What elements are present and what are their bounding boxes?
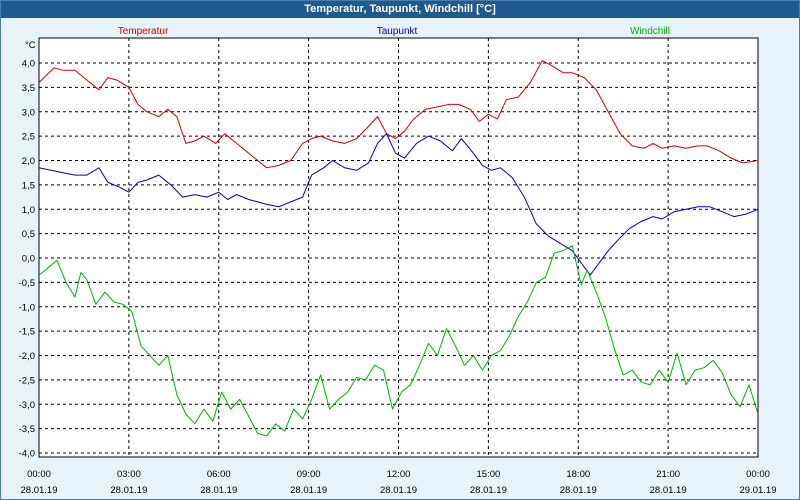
y-axis-ticks: 4,0 3,5 3,0 2,5 2,0 1,5 1,0 0,5 0,0 -0,5 -1,0 -1,5 -…	[19, 59, 35, 460]
x-tick-date: 28.01.19	[560, 485, 597, 496]
y-tick-label: 3,5	[22, 83, 35, 94]
legend: Temperatur Taupunkt Windchill	[118, 26, 670, 37]
legend-entry-windchill: Windchill	[630, 26, 670, 37]
x-tick-time: 03:00	[117, 469, 141, 480]
y-tick-label: -0,5	[19, 278, 35, 289]
y-tick-label: 0,0	[22, 254, 35, 265]
x-axis-ticks: 00:00 28.01.19 03:00 28.01.19 06:00 28.01.19 0…	[21, 469, 777, 496]
y-tick-label: 1,5	[22, 180, 35, 191]
x-tick-date: 28.01.19	[650, 485, 687, 496]
x-tick-time: 06:00	[207, 469, 231, 480]
x-tick-date: 28.01.19	[21, 485, 58, 496]
y-tick-label: 1,0	[22, 205, 35, 216]
series-line-temperatur	[38, 60, 759, 169]
y-tick-label: -4,0	[19, 449, 35, 460]
x-tick-date: 28.01.19	[380, 485, 417, 496]
y-tick-label: -1,5	[19, 327, 35, 338]
series-lines	[38, 60, 759, 437]
y-tick-label: 2,5	[22, 132, 35, 143]
series-line-windchill	[38, 245, 759, 437]
x-tick-time: 18:00	[566, 469, 590, 480]
x-tick-date: 28.01.19	[290, 485, 327, 496]
x-tick-time: 09:00	[297, 469, 321, 480]
x-tick-date: 29.01.19	[740, 485, 777, 496]
x-tick-date: 28.01.19	[470, 485, 507, 496]
y-tick-label: 4,0	[22, 59, 35, 70]
y-tick-label: 3,0	[22, 107, 35, 118]
y-tick-label: -2,0	[19, 351, 35, 362]
y-tick-label: -3,0	[19, 400, 35, 411]
series-line-taupunkt	[38, 133, 759, 276]
x-tick-time: 00:00	[746, 469, 770, 480]
x-tick-date: 28.01.19	[200, 485, 237, 496]
window-title: Temperatur, Taupunkt, Windchill [°C]	[1, 1, 799, 18]
x-tick-time: 21:00	[656, 469, 680, 480]
y-tick-label: -2,5	[19, 375, 35, 386]
grid-lines	[39, 38, 758, 457]
legend-entry-taupunkt: Taupunkt	[377, 26, 418, 37]
y-tick-label: -3,5	[19, 424, 35, 435]
y-tick-label: 2,0	[22, 156, 35, 167]
x-tick-time: 12:00	[387, 469, 411, 480]
y-tick-label: 0,5	[22, 229, 35, 240]
x-tick-time: 15:00	[476, 469, 500, 480]
x-tick-time: 00:00	[27, 469, 51, 480]
y-axis-unit-label: °C	[25, 40, 36, 51]
x-tick-date: 28.01.19	[110, 485, 147, 496]
y-tick-label: -1,0	[19, 302, 35, 313]
legend-entry-temperatur: Temperatur	[118, 26, 169, 37]
